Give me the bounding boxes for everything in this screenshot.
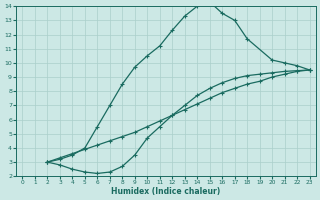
X-axis label: Humidex (Indice chaleur): Humidex (Indice chaleur) — [111, 187, 221, 196]
